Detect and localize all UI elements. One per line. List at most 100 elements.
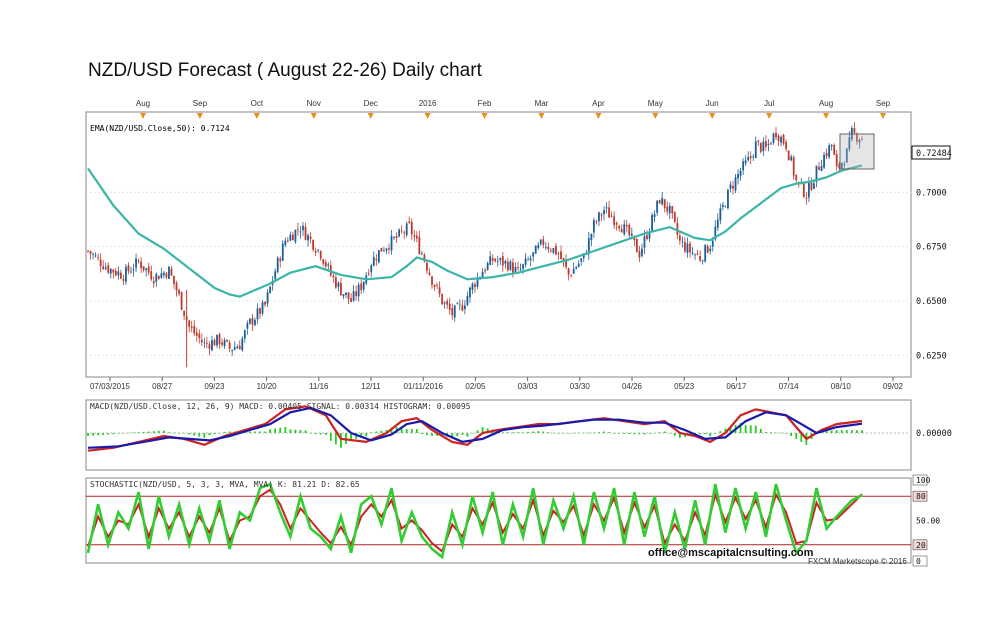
candle-body [615, 222, 618, 225]
candle-body [830, 144, 833, 147]
candle-body [332, 275, 335, 278]
candle-body [388, 248, 390, 250]
candle-body [534, 245, 537, 254]
candle-body [691, 252, 694, 254]
candle-body [754, 141, 757, 158]
macd-histogram-bar [633, 433, 636, 435]
candle-body [264, 301, 266, 305]
month-marker [424, 113, 431, 119]
candle-body [135, 258, 137, 268]
candle-body [506, 261, 509, 271]
candle-body [777, 135, 780, 142]
candle-body [461, 305, 464, 311]
contact-email[interactable]: office@mscapitalcnsulting.com [648, 547, 814, 559]
candle-body [610, 215, 613, 217]
price-y-tick: 0.6250 [916, 351, 947, 361]
candle-body [403, 232, 406, 234]
candle-body [269, 286, 272, 293]
macd-histogram-bar [203, 433, 206, 438]
candle-body [512, 262, 514, 274]
stochastic-y-tick: 50.00 [916, 517, 940, 526]
candle-body [342, 294, 345, 297]
candle-body [605, 207, 608, 209]
candle-body [415, 235, 418, 239]
candle-body [286, 240, 289, 242]
macd-histogram-bar [436, 433, 438, 436]
macd-histogram-bar [87, 433, 89, 436]
macd-histogram-bar [800, 433, 803, 442]
macd-histogram-bar [653, 433, 656, 434]
macd-histogram-bar [603, 431, 605, 433]
candle-body [205, 342, 208, 344]
candle-body [107, 265, 110, 273]
macd-histogram-bar [754, 425, 757, 433]
macd-histogram-bar [208, 433, 211, 436]
candle-body [787, 150, 790, 161]
candle-body [580, 258, 583, 262]
macd-histogram-bar [856, 430, 858, 433]
macd-histogram-bar [506, 432, 509, 433]
date-label: 03/30 [570, 382, 591, 391]
candle-body [420, 253, 423, 255]
macd-histogram-bar [648, 433, 651, 434]
candle-body [233, 347, 236, 350]
macd-histogram-bar [259, 431, 261, 433]
candle-body [600, 214, 603, 216]
candle-body [175, 282, 178, 291]
candle-body [820, 165, 823, 172]
candle-body [195, 332, 198, 336]
macd-histogram-bar [532, 431, 535, 433]
candle-body [732, 185, 734, 189]
candle-body [243, 330, 246, 339]
macd-histogram-bar [775, 432, 777, 434]
candle-body [567, 268, 570, 275]
macd-histogram-bar [188, 433, 191, 435]
candle-body [565, 260, 567, 268]
candle-body [246, 323, 249, 329]
candle-body [94, 255, 97, 257]
candle-body [656, 200, 659, 213]
macd-histogram-bar [678, 433, 681, 438]
macd-histogram-bar [790, 433, 793, 436]
candle-body [436, 284, 438, 286]
candle-body [734, 177, 737, 191]
candle-body [238, 345, 241, 350]
candle-body [517, 266, 519, 269]
candle-body [112, 269, 115, 273]
month-label: Sep [876, 99, 891, 108]
macd-histogram-bar [501, 432, 504, 433]
macd-histogram-bar [92, 433, 94, 436]
candle-body [608, 207, 610, 218]
candle-body [711, 240, 714, 247]
candle-body [395, 236, 398, 238]
macd-histogram-bar [719, 431, 722, 433]
month-label: Dec [364, 99, 378, 108]
month-marker [140, 113, 146, 119]
macd-histogram-bar [770, 432, 772, 433]
macd-zero-label: 0.00000 [916, 429, 952, 439]
macd-histogram-bar [365, 433, 368, 437]
candle-body [322, 259, 325, 264]
macd-histogram-bar [228, 431, 231, 433]
candle-body [724, 206, 727, 208]
macd-histogram-bar [825, 431, 828, 433]
top-month-axis: Aug Sep Oct Nov Dec 2016 Feb Mar Apr May Jun Jul Aug… [136, 99, 891, 119]
macd-histogram-bar [461, 433, 464, 435]
candle-body [165, 273, 168, 278]
macd-histogram-bar [157, 430, 160, 433]
macd-histogram-bar [360, 433, 363, 438]
macd-histogram-bar [638, 433, 641, 435]
candle-body [193, 325, 196, 334]
macd-histogram-bar [840, 430, 843, 433]
candle-body [618, 225, 621, 229]
candle-body [689, 243, 691, 253]
macd-histogram-bar [592, 432, 595, 434]
macd-histogram-bar [623, 433, 626, 434]
candle-body [532, 252, 535, 257]
candle-body [474, 284, 476, 287]
candle-body [519, 268, 522, 270]
candle-body [552, 248, 555, 253]
candle-body [157, 275, 160, 280]
macd-histogram-bar [542, 431, 545, 433]
candle-body [818, 167, 820, 170]
